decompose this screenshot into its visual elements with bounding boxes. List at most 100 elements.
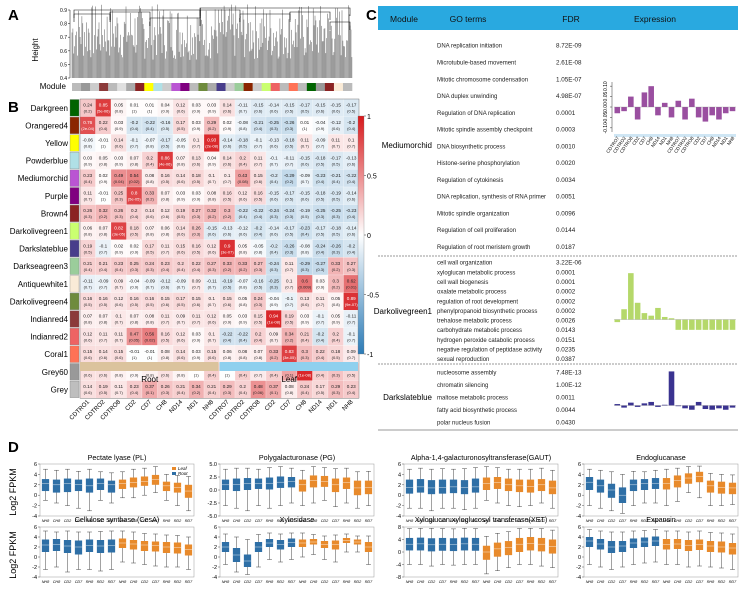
heatmap-cell-value: -0.26 — [284, 243, 295, 248]
heatmap-cell-pvalue: (0.7) — [115, 390, 124, 395]
expression-ytick-label: -0.05 — [603, 112, 609, 124]
go-fdr: 0.0001 — [556, 269, 576, 276]
heatmap-cell-pvalue: (0.9) — [99, 179, 108, 184]
heatmap-row-label: Brown4 — [41, 209, 69, 218]
boxplot-xtick-label: CH8 — [674, 519, 682, 523]
boxplot-xtick-label: CH8 — [310, 519, 318, 523]
expression-bar — [655, 107, 661, 116]
heatmap-cell-value: -0.07 — [238, 279, 249, 284]
go-fdr: 0.0034 — [556, 177, 576, 184]
go-fdr: 0.0026 — [556, 318, 576, 325]
expression-bar — [634, 302, 641, 320]
go-term: DNA biosynthetic process — [437, 144, 505, 150]
heatmap-cell-value: 0.23 — [161, 261, 170, 266]
heatmap-cell-pvalue: (0.9) — [130, 285, 139, 290]
heatmap-cell-value: 0.16 — [99, 296, 108, 301]
heatmap-cell-pvalue: (0.3) — [146, 267, 155, 272]
boxplot-box — [298, 479, 307, 492]
boxplot-xtick-label: NH8 — [586, 580, 594, 584]
heatmap-cell-pvalue: (0.6) — [254, 109, 263, 114]
boxplot-xtick-label: RD2 — [354, 580, 362, 584]
heatmap-cell-value: -0.1 — [285, 296, 293, 301]
boxplot-box — [151, 541, 160, 552]
heatmap-cell-value: 0.06 — [161, 226, 170, 231]
boxplot-box — [515, 537, 524, 552]
boxplot-xtick-label: RD2 — [354, 519, 362, 523]
heatmap-cell-value: 0.07 — [99, 314, 108, 319]
heatmap-cell-pvalue: (0.3) — [192, 214, 201, 219]
heatmap-cell-pvalue: (0.2) — [239, 267, 248, 272]
module-strip-segment — [243, 83, 253, 91]
boxplot-xtick-label: NH8 — [406, 580, 414, 584]
boxplot-ytick-label: -2 — [32, 504, 37, 510]
heatmap-cell-pvalue: (0.6) — [223, 302, 232, 307]
heatmap-cell-pvalue: (1) — [302, 126, 308, 131]
boxplot-box — [493, 542, 502, 557]
heatmap-cell-pvalue: (0.6) — [84, 355, 93, 360]
heatmap-cell-value: 0.16 — [145, 296, 154, 301]
go-fdr: 0.0387 — [556, 356, 576, 363]
heatmap-cell-pvalue: (0.08) — [238, 179, 249, 184]
heatmap-colorbar-label: 1 — [367, 114, 371, 121]
heatmap-cell-value: -0.14 — [269, 103, 280, 108]
heatmap-cell-value: 0.11 — [316, 296, 325, 301]
heatmap-cell-value: -0.25 — [269, 120, 280, 125]
heatmap-cell-pvalue: (0.7) — [99, 285, 108, 290]
heatmap-cell-value: 0.9 — [224, 243, 231, 248]
boxplot-xtick-label: NH8 — [42, 580, 50, 584]
heatmap-cell-value: -0.05 — [176, 138, 187, 143]
heatmap-cell-pvalue: (0.8) — [208, 197, 217, 202]
heatmap-x-label: CD2 — [263, 398, 277, 412]
boxplot-box — [717, 481, 726, 494]
heatmap-cell-value: -0.27 — [315, 261, 326, 266]
boxplot-box — [96, 478, 105, 490]
heatmap-module-swatch — [69, 310, 80, 328]
boxplot-box — [651, 478, 660, 489]
heatmap-cell-value: -0.1 — [254, 138, 262, 143]
boxplot-xtick-label: CD7 — [152, 580, 160, 584]
heatmap-module-swatch — [69, 187, 80, 205]
heatmap-module-swatch — [69, 363, 80, 381]
boxplot-ytick-label: 4 — [34, 535, 37, 541]
heatmap-cell-value: 0.16 — [83, 296, 92, 301]
boxplot-frame — [583, 526, 739, 578]
heatmap-cell-value: 0.14 — [145, 208, 154, 213]
heatmap-cell-pvalue: (1) — [132, 109, 138, 114]
expression-bar — [655, 405, 661, 407]
boxplot-ytick-label: -4 — [32, 514, 37, 520]
boxplot-box — [695, 539, 704, 550]
boxplot-ytick-label: 5.0 — [209, 462, 217, 468]
heatmap-cell-value: 0.14 — [83, 384, 92, 389]
heatmap-cell-value: -0.2 — [270, 243, 278, 248]
boxplot-ytick-label: 4 — [398, 538, 401, 544]
heatmap-cell-pvalue: (0.3) — [115, 197, 124, 202]
heatmap-cell-value: -0.22 — [346, 173, 357, 178]
heatmap-cell-pvalue: (0.8) — [254, 355, 263, 360]
heatmap-cell-value: -0.1 — [347, 331, 355, 336]
heatmap-colorbar-label: 0.5 — [367, 174, 377, 181]
heatmap-cell-value: -0.17 — [284, 191, 295, 196]
heatmap-cell-pvalue: (0.6) — [161, 285, 170, 290]
heatmap-cell-pvalue: (0.6) — [161, 302, 170, 307]
expression-bar — [689, 405, 695, 410]
heatmap-cell-value: 0.23 — [83, 173, 92, 178]
heatmap-cell-value: -0.16 — [160, 120, 171, 125]
boxplot-frame — [583, 463, 739, 517]
heatmap-cell-value: 0.03 — [192, 349, 201, 354]
module-strip-segment — [225, 83, 235, 91]
boxplot-box — [140, 541, 149, 551]
boxplot-ytick-label: -2 — [576, 565, 581, 571]
heatmap-cell-value: 0.19 — [99, 384, 108, 389]
heatmap-cell-value: -0.1 — [316, 314, 324, 319]
heatmap-cell-value: 0.32 — [99, 208, 108, 213]
heatmap-cell-pvalue: (0.7) — [270, 161, 279, 166]
expression-xtick-label: NH8 — [665, 135, 675, 146]
heatmap-cell-value: -0.17 — [284, 226, 295, 231]
heatmap-cell-value: -0.01 — [145, 349, 156, 354]
heatmap-cell-value: -0.06 — [83, 138, 94, 143]
heatmap-cell-value: -0.11 — [284, 155, 295, 160]
heatmap-cell-value: 0.08 — [145, 314, 154, 319]
boxplot-xtick-label: RH8 — [527, 580, 535, 584]
expression-bar — [722, 319, 729, 330]
heatmap-cell-pvalue: (0.5) — [254, 320, 263, 325]
